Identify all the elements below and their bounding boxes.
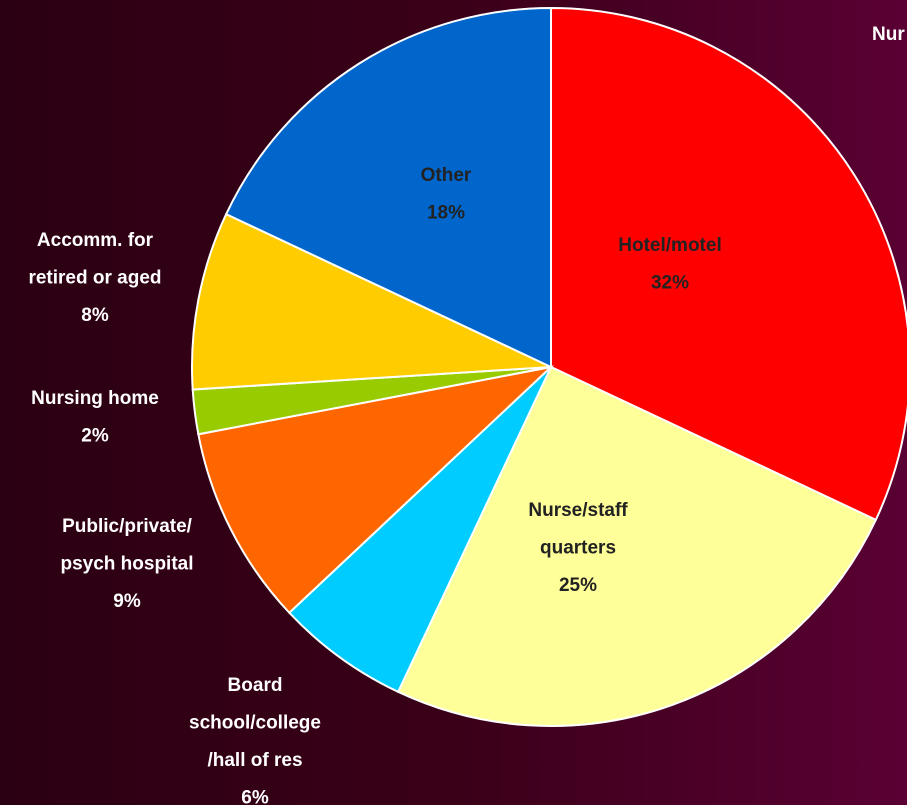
value-label: 6% <box>241 788 269 805</box>
value-label: 32% <box>651 273 689 294</box>
slice-label: Nurse/staff <box>528 500 628 521</box>
value-label: 18% <box>427 203 465 224</box>
pie-slice <box>287 366 552 694</box>
slice-label: /hall of res <box>207 750 302 771</box>
value-label: 2% <box>81 426 109 447</box>
slice-label: Hotel/motel <box>618 235 721 256</box>
slice-label: Other <box>421 165 472 186</box>
slice-label: Accomm. for <box>37 230 154 251</box>
slice-label: Public/private/ <box>62 516 193 537</box>
pie-slice <box>191 212 552 391</box>
pie-slice <box>197 365 555 615</box>
value-label: 8% <box>81 305 109 326</box>
slice-label: Nursing home <box>31 388 159 409</box>
slice-label: Board <box>228 675 283 696</box>
pie-slice <box>396 365 878 727</box>
pie-slice <box>550 6 907 522</box>
pie-slice <box>224 6 552 369</box>
annotation: Nur <box>872 24 905 45</box>
slice-label: school/college <box>189 713 321 734</box>
value-label: 9% <box>113 591 141 612</box>
slice-label: psych hospital <box>60 554 193 575</box>
slice-label: quarters <box>540 538 616 559</box>
value-label: 25% <box>559 575 597 596</box>
slice-label: retired or aged <box>28 268 161 289</box>
